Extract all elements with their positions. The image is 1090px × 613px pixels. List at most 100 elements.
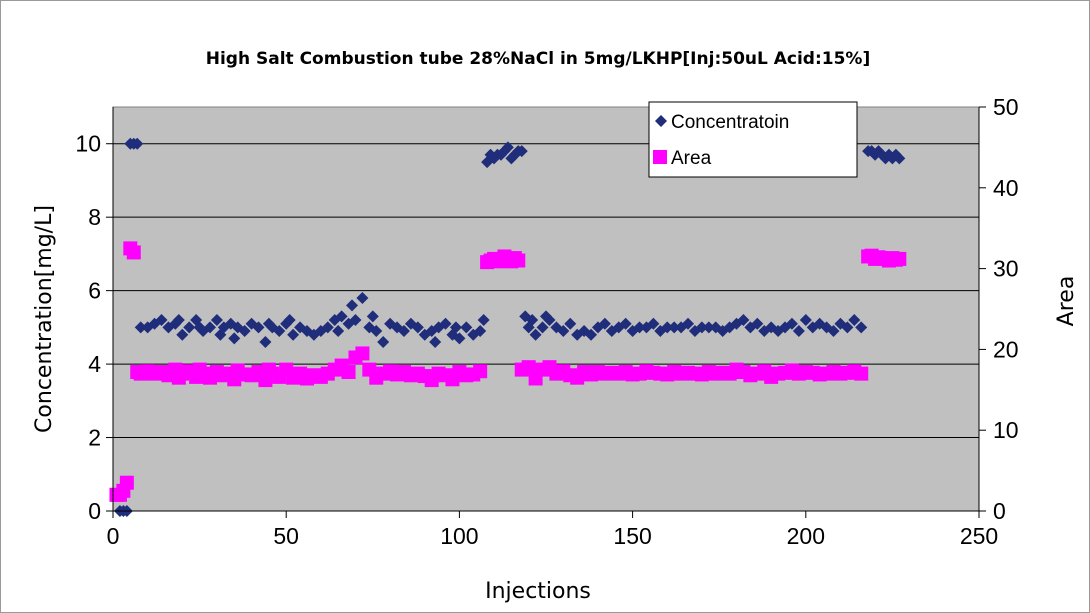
x-tick-label: 250 xyxy=(960,523,998,549)
concentration-point xyxy=(543,314,556,327)
concentration-point xyxy=(529,328,542,341)
concentration-point xyxy=(273,325,286,338)
x-tick-label: 100 xyxy=(440,523,478,549)
concentration-point xyxy=(647,317,660,330)
area-point xyxy=(511,253,526,268)
concentration-point xyxy=(411,321,424,334)
concentration-point xyxy=(283,314,296,327)
concentration-point xyxy=(155,314,168,327)
legend-marker-concentration xyxy=(655,115,667,127)
concentration-point xyxy=(515,145,528,158)
area-point xyxy=(521,360,536,375)
concentration-point xyxy=(564,317,577,330)
concentration-point xyxy=(848,314,861,327)
concentration-point xyxy=(501,141,514,154)
concentration-point xyxy=(183,321,196,334)
concentration-point xyxy=(633,321,646,334)
concentration-point xyxy=(259,336,272,349)
concentration-point xyxy=(172,314,185,327)
chart-title: High Salt Combustion tube 28%NaCl in 5mg… xyxy=(206,49,871,69)
y-axis-title: Concentration[mg/L] xyxy=(32,205,57,433)
legend: Concentratoin Area xyxy=(648,101,858,178)
concentration-point xyxy=(619,317,632,330)
concentration-point xyxy=(661,321,674,334)
concentration-point xyxy=(429,336,442,349)
y2-tick-label: 10 xyxy=(993,417,1019,443)
y2-tick-label: 30 xyxy=(993,256,1019,282)
y2-tick-label: 50 xyxy=(993,94,1019,120)
concentration-point xyxy=(557,325,570,338)
x-tick-label: 0 xyxy=(107,523,120,549)
concentration-point xyxy=(203,321,216,334)
area-point xyxy=(473,364,488,379)
concentration-point xyxy=(449,321,462,334)
concentration-point xyxy=(366,310,379,323)
area-series xyxy=(109,241,907,502)
concentration-point xyxy=(370,325,383,338)
y2-axis-title: Area xyxy=(1054,276,1079,327)
y-tick-label: 6 xyxy=(88,278,101,304)
concentration-point xyxy=(377,336,390,349)
area-point xyxy=(126,245,141,260)
concentration-point xyxy=(335,310,348,323)
x-tick-label: 150 xyxy=(613,523,651,549)
y-tick-label: 10 xyxy=(75,131,101,157)
area-point xyxy=(341,365,356,380)
concentration-point xyxy=(477,314,490,327)
legend-label-area: Area xyxy=(671,148,712,169)
concentration-point xyxy=(321,321,334,334)
y2-tick-label: 40 xyxy=(993,175,1019,201)
concentration-point xyxy=(346,299,359,312)
concentration-point xyxy=(841,321,854,334)
concentration-point xyxy=(460,321,473,334)
concentration-point xyxy=(695,321,708,334)
area-point xyxy=(355,346,370,361)
legend-label-concentration: Concentratoin xyxy=(671,112,789,133)
x-tick-label: 200 xyxy=(787,523,825,549)
y2-tick-label: 0 xyxy=(993,498,1006,524)
concentration-point xyxy=(536,321,549,334)
concentration-point xyxy=(453,332,466,345)
concentration-point xyxy=(210,314,223,327)
concentration-point xyxy=(526,314,539,327)
concentration-point xyxy=(598,317,611,330)
concentration-point xyxy=(827,325,840,338)
concentration-point xyxy=(474,325,487,338)
concentration-point xyxy=(397,325,410,338)
concentration-point xyxy=(238,325,251,338)
concentration-series xyxy=(113,137,906,517)
y-tick-label: 2 xyxy=(88,425,101,451)
area-point xyxy=(119,475,134,490)
y2-tick-label: 20 xyxy=(993,336,1019,362)
concentration-point xyxy=(792,325,805,338)
concentration-point xyxy=(131,137,144,150)
y-tick-label: 8 xyxy=(88,204,101,230)
legend-marker-area xyxy=(653,150,667,164)
concentration-point xyxy=(228,332,241,345)
concentration-point xyxy=(668,321,681,334)
area-point xyxy=(892,251,907,266)
concentration-point xyxy=(176,328,189,341)
concentration-point xyxy=(439,317,452,330)
concentration-point xyxy=(287,328,300,341)
concentration-point xyxy=(785,317,798,330)
x-axis-title: Injections xyxy=(485,579,591,604)
concentration-point xyxy=(682,317,695,330)
x-tick-label: 50 xyxy=(273,523,299,549)
concentration-point xyxy=(702,321,715,334)
concentration-point xyxy=(252,321,265,334)
concentration-point xyxy=(855,321,868,334)
y-tick-label: 0 xyxy=(88,498,101,524)
concentration-point xyxy=(134,321,147,334)
concentration-point xyxy=(332,325,345,338)
concentration-point xyxy=(799,314,812,327)
concentration-point xyxy=(893,152,906,165)
area-point xyxy=(854,366,869,381)
concentration-point xyxy=(356,291,369,304)
y-tick-label: 4 xyxy=(88,351,101,377)
legend-box xyxy=(648,101,858,178)
concentration-point xyxy=(349,314,362,327)
